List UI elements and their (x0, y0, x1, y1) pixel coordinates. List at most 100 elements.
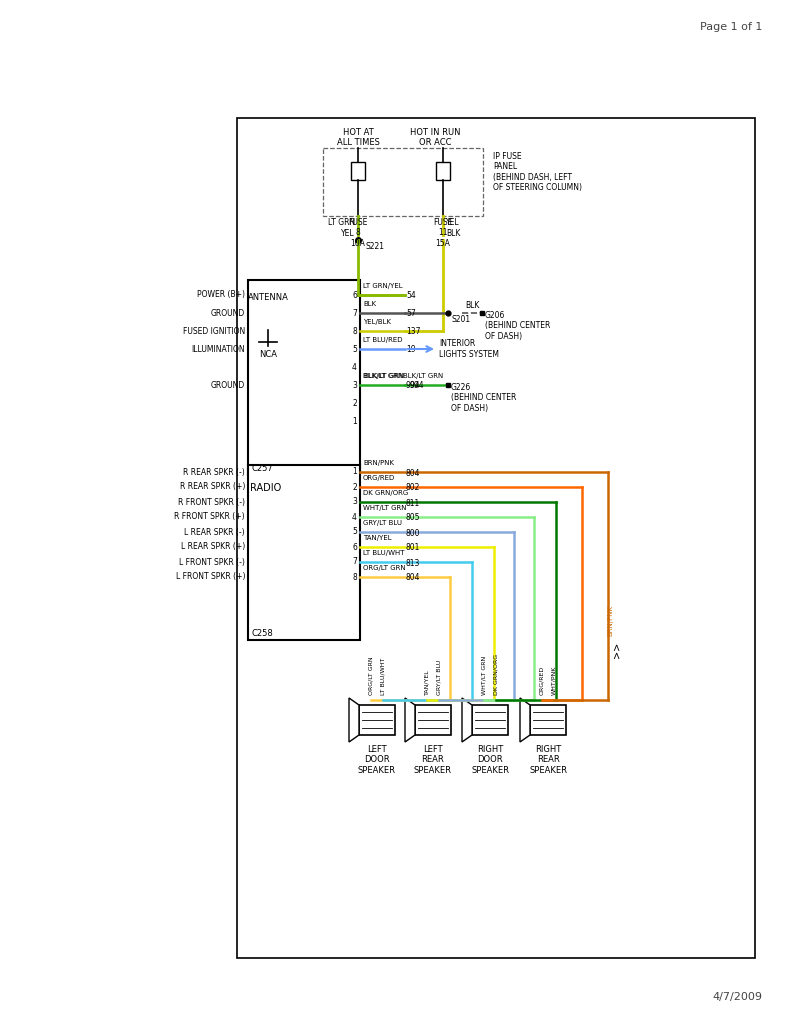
Text: 54: 54 (406, 292, 416, 300)
Text: 4: 4 (352, 362, 357, 372)
Text: 6: 6 (352, 291, 357, 299)
Text: DK GRN/ORG: DK GRN/ORG (363, 490, 408, 496)
Text: 57: 57 (406, 309, 416, 318)
Bar (237, 118, 755, 958)
Text: 3: 3 (352, 498, 357, 507)
Text: RIGHT
REAR
SPEAKER: RIGHT REAR SPEAKER (529, 745, 567, 775)
Text: 5: 5 (352, 527, 357, 537)
Text: 3: 3 (352, 381, 357, 389)
Text: ORG/LT GRN: ORG/LT GRN (363, 565, 406, 571)
Text: BRN/PNK: BRN/PNK (363, 460, 394, 466)
Text: 8: 8 (352, 572, 357, 582)
Text: GRY/LT BLU: GRY/LT BLU (436, 659, 441, 695)
Bar (248, 280, 360, 475)
Text: ORG/RED: ORG/RED (539, 666, 545, 695)
Text: 2: 2 (352, 482, 357, 492)
Text: FUSE
8
10A: FUSE 8 10A (348, 218, 367, 248)
Text: TAN/YEL: TAN/YEL (363, 535, 391, 541)
Bar (248, 465, 360, 640)
Text: 1: 1 (352, 468, 357, 476)
Text: RADIO: RADIO (250, 483, 281, 493)
Text: RIGHT
DOOR
SPEAKER: RIGHT DOOR SPEAKER (471, 745, 509, 775)
Text: POWER (B+): POWER (B+) (197, 291, 245, 299)
Text: 802: 802 (406, 483, 421, 493)
Text: S221: S221 (365, 242, 384, 251)
Text: 804: 804 (406, 469, 421, 477)
Text: L FRONT SPKR (-): L FRONT SPKR (-) (179, 557, 245, 566)
Text: Page 1 of 1: Page 1 of 1 (699, 22, 762, 32)
Text: ORG/RED: ORG/RED (363, 475, 395, 481)
Text: 4: 4 (352, 512, 357, 521)
Text: WHT/PNK: WHT/PNK (551, 666, 557, 695)
Text: S201: S201 (452, 315, 471, 324)
Text: GROUND: GROUND (211, 381, 245, 389)
Bar (323, 148, 483, 216)
Text: R REAR SPKR (+): R REAR SPKR (+) (180, 482, 245, 492)
Text: LEFT
REAR
SPEAKER: LEFT REAR SPEAKER (414, 745, 452, 775)
Text: BRN/PNK: BRN/PNK (607, 604, 613, 636)
Text: R REAR SPKR (-): R REAR SPKR (-) (183, 468, 245, 476)
Text: FUSE
11
15A: FUSE 11 15A (433, 218, 453, 248)
Bar (530, 705, 566, 735)
Bar (359, 705, 395, 735)
Text: BLK: BLK (465, 301, 479, 310)
Text: GRY/LT BLU: GRY/LT BLU (363, 520, 402, 526)
Bar (415, 705, 451, 735)
Text: R FRONT SPKR (+): R FRONT SPKR (+) (174, 512, 245, 521)
Text: L FRONT SPKR (+): L FRONT SPKR (+) (176, 572, 245, 582)
Text: BLK: BLK (363, 301, 376, 307)
Text: 800: 800 (406, 528, 421, 538)
Text: 811: 811 (406, 499, 421, 508)
Polygon shape (520, 698, 530, 742)
Text: NCA: NCA (259, 350, 277, 359)
Bar (436, 162, 450, 180)
Text: HOT IN RUN
OR ACC: HOT IN RUN OR ACC (409, 128, 460, 147)
Text: 804: 804 (406, 573, 421, 583)
Text: C257: C257 (251, 464, 272, 473)
Text: LT GRN
YEL: LT GRN YEL (328, 218, 355, 238)
Text: 6: 6 (352, 543, 357, 552)
Text: 1: 1 (352, 417, 357, 426)
Polygon shape (257, 312, 279, 330)
Text: 4/7/2009: 4/7/2009 (712, 992, 762, 1002)
Text: 2: 2 (352, 398, 357, 408)
Text: C258: C258 (251, 629, 272, 638)
Text: ILLUMINATION: ILLUMINATION (192, 344, 245, 353)
Text: 8: 8 (352, 327, 357, 336)
Text: >>: >> (612, 642, 622, 658)
Text: BLK/LT GRN: BLK/LT GRN (363, 373, 403, 379)
Text: INTERIOR
LIGHTS SYSTEM: INTERIOR LIGHTS SYSTEM (439, 339, 499, 358)
Text: 7: 7 (352, 557, 357, 566)
Text: 5: 5 (352, 344, 357, 353)
Text: L REAR SPKR (-): L REAR SPKR (-) (185, 527, 245, 537)
Text: TAN/YEL: TAN/YEL (425, 670, 429, 695)
Text: FUSED IGNITION: FUSED IGNITION (183, 327, 245, 336)
Text: ORG/LT GRN: ORG/LT GRN (368, 656, 374, 695)
Text: LT GRN/YEL: LT GRN/YEL (363, 283, 402, 289)
Text: LT BLU/WHT: LT BLU/WHT (363, 550, 405, 556)
Text: R FRONT SPKR (-): R FRONT SPKR (-) (178, 498, 245, 507)
Text: YEL
BLK: YEL BLK (446, 218, 460, 238)
Text: 994: 994 (406, 382, 421, 390)
Text: LT BLU/WHT: LT BLU/WHT (380, 657, 386, 695)
Text: 7: 7 (352, 308, 357, 317)
Text: HOT AT
ALL TIMES: HOT AT ALL TIMES (337, 128, 379, 147)
Polygon shape (349, 698, 359, 742)
Text: G226
(BEHIND CENTER
OF DASH): G226 (BEHIND CENTER OF DASH) (451, 383, 516, 413)
Text: DK GRN/ORG: DK GRN/ORG (493, 654, 498, 695)
Polygon shape (462, 698, 472, 742)
Text: BLK/LT GRN: BLK/LT GRN (403, 373, 444, 379)
Text: BLK/LT GRN: BLK/LT GRN (364, 373, 404, 379)
Text: L REAR SPKR (+): L REAR SPKR (+) (181, 543, 245, 552)
Text: WHT/LT GRN: WHT/LT GRN (482, 655, 486, 695)
Text: 801: 801 (406, 544, 421, 553)
Text: WHT/LT GRN: WHT/LT GRN (363, 505, 406, 511)
Text: LEFT
DOOR
SPEAKER: LEFT DOOR SPEAKER (358, 745, 396, 775)
Text: IP FUSE
PANEL
(BEHIND DASH, LEFT
OF STEERING COLUMN): IP FUSE PANEL (BEHIND DASH, LEFT OF STEE… (493, 152, 582, 193)
Text: 137: 137 (406, 328, 421, 337)
Text: 994: 994 (410, 382, 425, 390)
Text: 813: 813 (406, 558, 421, 567)
Text: GROUND: GROUND (211, 308, 245, 317)
Text: LT BLU/RED: LT BLU/RED (363, 337, 402, 343)
Polygon shape (405, 698, 415, 742)
